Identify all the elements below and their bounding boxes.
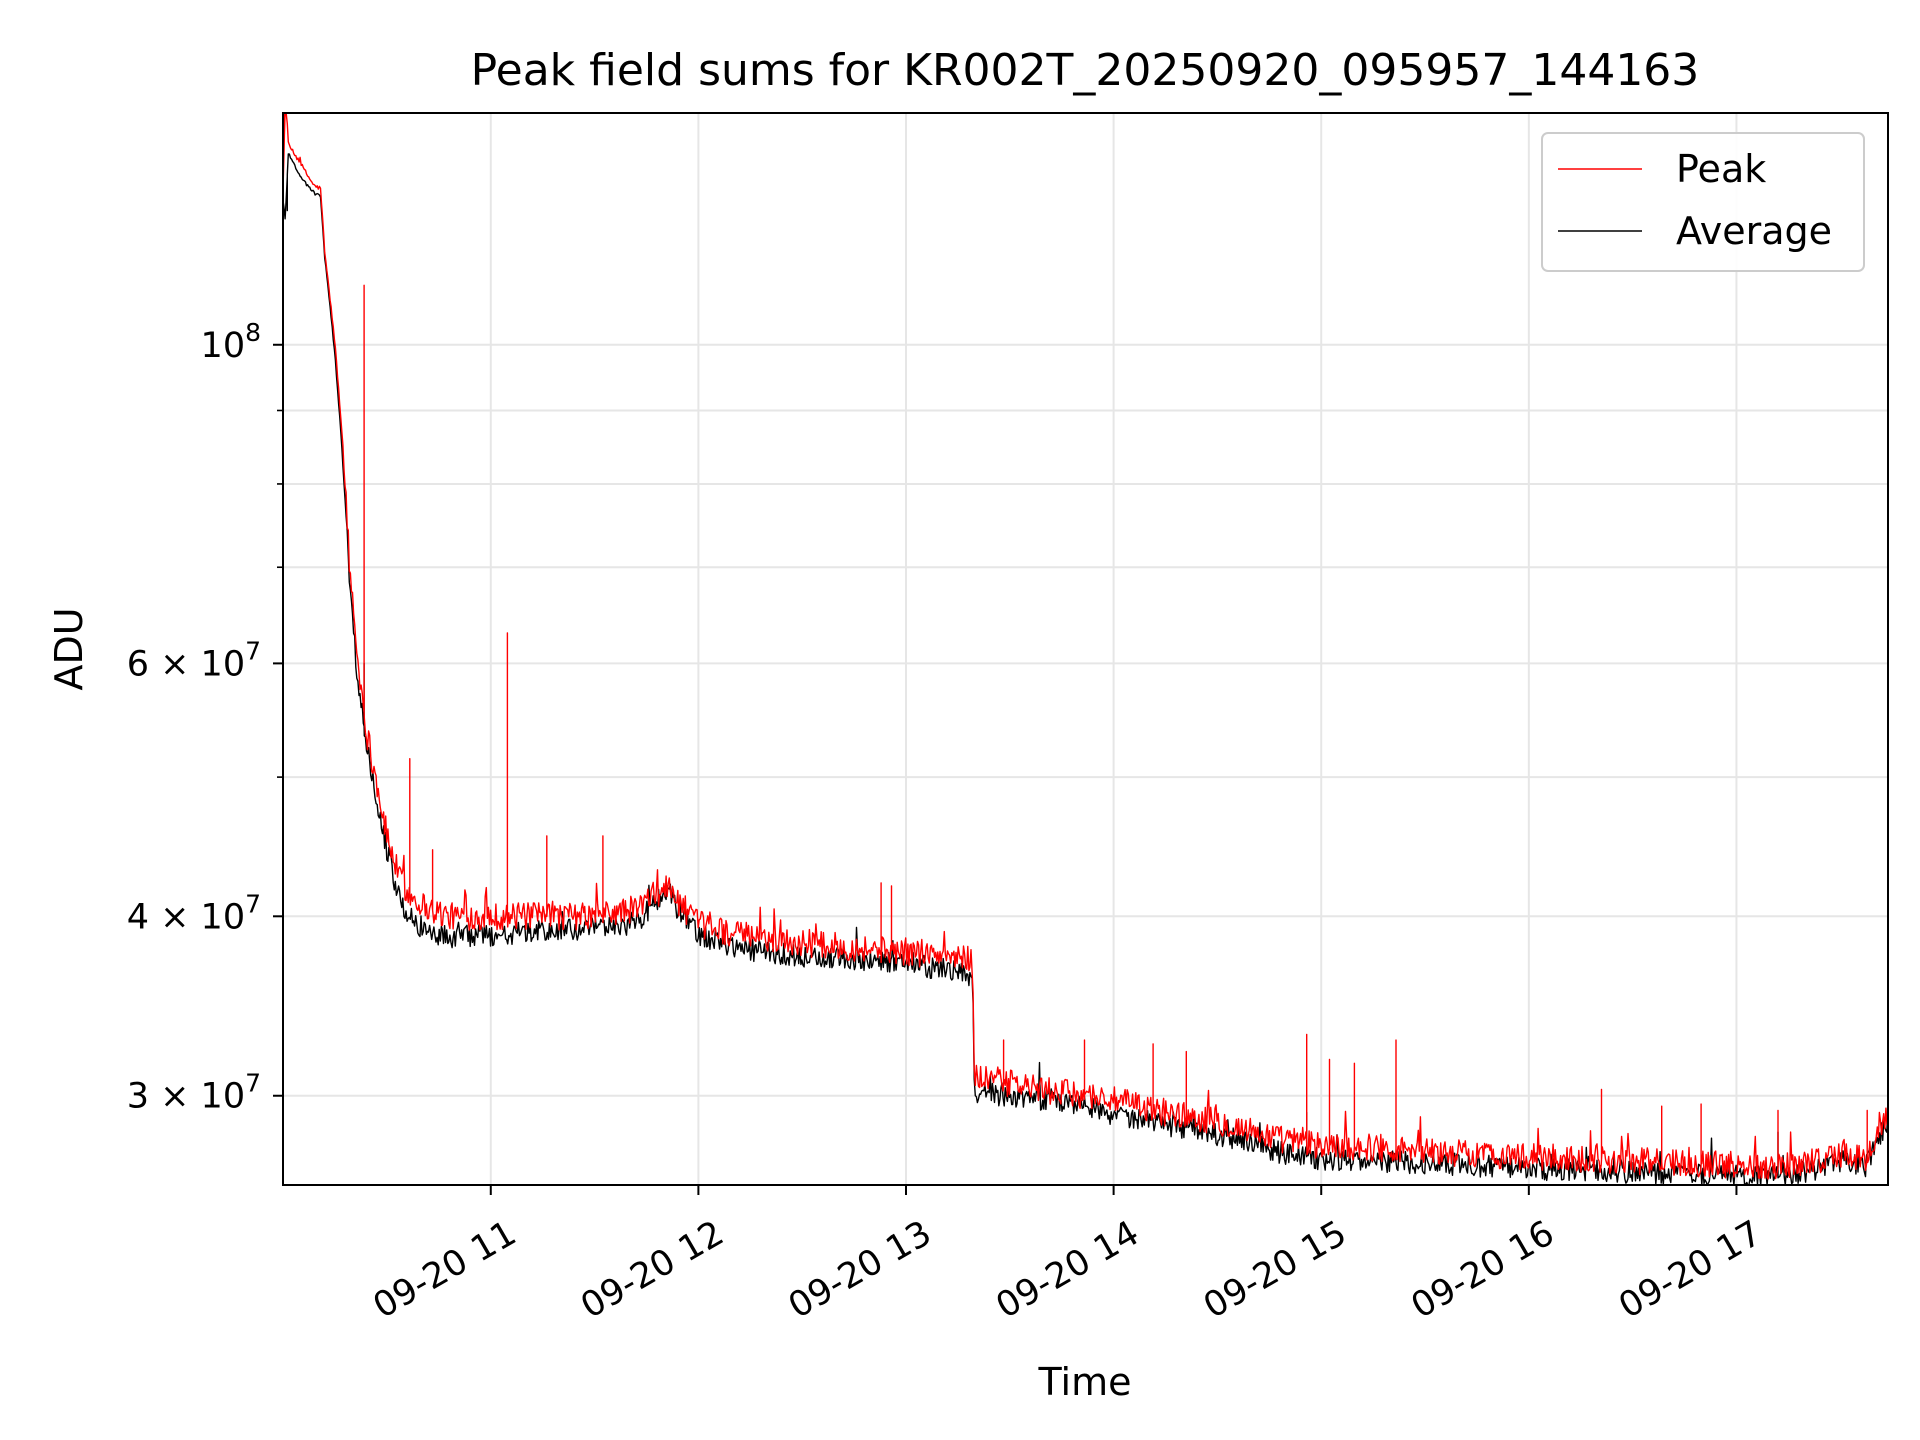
chart-title: Peak field sums for KR002T_20250920_0959… [471, 45, 1700, 96]
legend-average-label: Average [1676, 209, 1832, 253]
legend: Peak Average [1541, 132, 1865, 272]
average-series-line [282, 153, 1889, 1186]
plot-frame [282, 112, 1889, 1186]
y-tick-label-base: 10 [201, 326, 246, 366]
y-tick-label: 4 × 107 [127, 889, 261, 937]
x-axis-label: Time [1038, 1360, 1132, 1404]
y-tick-label-base: 4 × 10 [127, 897, 245, 937]
y-tick-label-exponent: 7 [245, 889, 261, 918]
legend-box [1541, 132, 1865, 272]
y-axis-label: ADU [47, 607, 91, 690]
peak-series-line [282, 112, 1889, 1180]
y-tick-label-base: 6 × 10 [127, 644, 245, 684]
grid-lines [283, 113, 1888, 1185]
y-tick-label: 3 × 107 [127, 1069, 261, 1117]
y-tick-label: 108 [201, 318, 261, 366]
y-tick-label-base: 3 × 10 [127, 1077, 245, 1117]
plot-series [282, 112, 1889, 1186]
y-tick-label: 6 × 107 [127, 636, 261, 684]
legend-peak-label: Peak [1676, 147, 1766, 191]
y-tick-label-exponent: 8 [245, 318, 261, 347]
y-tick-label-exponent: 7 [245, 1069, 261, 1098]
y-tick-label-exponent: 7 [245, 636, 261, 665]
